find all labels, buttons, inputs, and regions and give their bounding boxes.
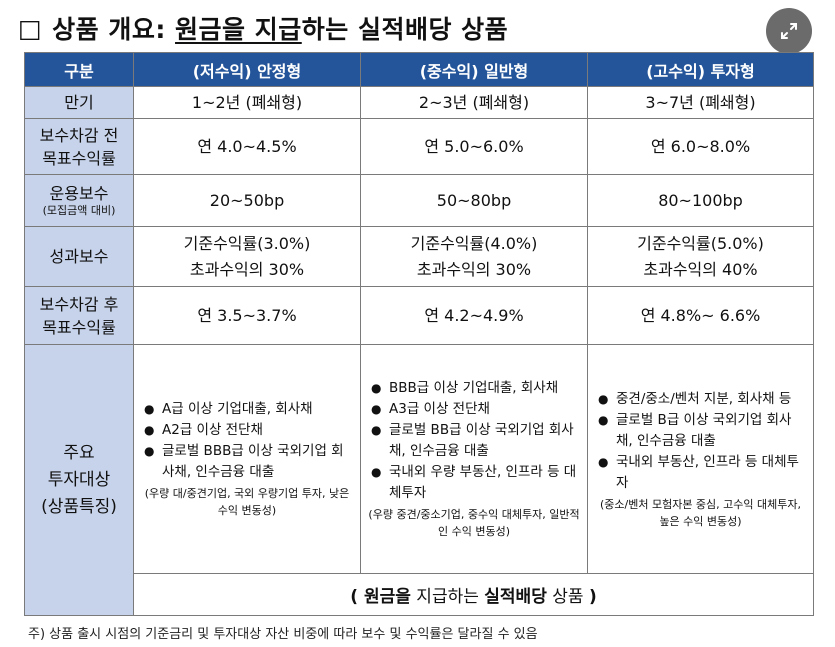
footnote: 주) 상품 출시 시점의 기준금리 및 투자대상 자산 비중에 따라 보수 및 … [28, 627, 538, 642]
investment-list-general: BBB급 이상 기업대출, 회사채 A3급 이상 전단채 글로벌 BB급 이상 … [367, 378, 581, 504]
list-item: BBB급 이상 기업대출, 회사채 [367, 378, 581, 399]
list-item: A2급 이상 전단채 [140, 420, 354, 441]
bottom-bold-1: 원금을 [363, 587, 411, 607]
cell-mgmt-fee-investment: 80~100bp [587, 174, 814, 227]
cell-post-fee-investment: 연 4.8%~ 6.6% [587, 286, 814, 345]
header-stable: (저수익) 안정형 [133, 52, 361, 87]
cell-maturity-stable: 1~2년 (폐쇄형) [133, 86, 361, 119]
perf-fee-investment-line1: 기준수익률(5.0%) [637, 233, 764, 253]
perf-fee-investment-line2: 초과수익의 40% [643, 259, 758, 279]
list-item: 글로벌 BB급 이상 국외기업 회사채, 인수금융 대출 [367, 420, 581, 462]
bottom-close: ) [588, 587, 597, 607]
cell-perf-fee-investment: 기준수익률(5.0%) 초과수익의 40% [587, 226, 814, 287]
cell-pre-fee-investment: 연 6.0~8.0% [587, 118, 814, 175]
cell-perf-fee-stable: 기준수익률(3.0%) 초과수익의 30% [133, 226, 361, 287]
list-item: 글로벌 B급 이상 국외기업 회사채, 인수금융 대출 [594, 410, 807, 452]
investment-note-investment: (중소/벤처 모험자본 중심, 고수익 대체투자, 높은 수익 변동성) [599, 497, 802, 528]
row-post-fee: 보수차감 후 목표수익률 연 3.5~3.7% 연 4.2~4.9% 연 4.8… [24, 286, 814, 345]
bottom-open: ( [350, 587, 364, 607]
bottom-summary: ( 원금을 지급하는 실적배당 상품 ) [133, 573, 814, 616]
list-item: A급 이상 기업대출, 회사채 [140, 399, 354, 420]
investment-list-stable: A급 이상 기업대출, 회사채 A2급 이상 전단채 글로벌 BBB급 이상 국… [140, 399, 354, 483]
label-mgmt-fee-sub: (모집금액 대비) [42, 203, 116, 217]
bottom-text-1: 지급하는 [410, 587, 485, 607]
expand-button[interactable] [766, 8, 812, 54]
investment-list-investment: 중견/중소/벤처 지분, 회사채 등 글로벌 B급 이상 국외기업 회사채, 인… [594, 389, 807, 494]
list-item: 국내외 우량 부동산, 인프라 등 대체투자 [367, 462, 581, 504]
label-investment-line3: (상품특징) [41, 496, 117, 517]
perf-fee-general-line1: 기준수익률(4.0%) [410, 233, 538, 253]
title-suffix: 하는 실적배당 상품 [301, 15, 509, 44]
header-category: 구분 [24, 52, 134, 87]
label-post-fee-line2: 목표수익률 [42, 317, 116, 337]
title-underlined: 원금을 지급 [175, 15, 302, 44]
label-investment-line2: 투자대상 [47, 469, 111, 490]
cell-post-fee-stable: 연 3.5~3.7% [133, 286, 361, 345]
product-overview-table: 구분 (저수익) 안정형 (중수익) 일반형 (고수익) 투자형 만기 1~2년… [24, 52, 814, 616]
row-maturity: 만기 1~2년 (폐쇄형) 2~3년 (폐쇄형) 3~7년 (폐쇄형) [24, 86, 814, 119]
cell-pre-fee-general: 연 5.0~6.0% [360, 118, 588, 175]
cell-mgmt-fee-general: 50~80bp [360, 174, 588, 227]
perf-fee-stable-line1: 기준수익률(3.0%) [183, 233, 311, 253]
header-row: 구분 (저수익) 안정형 (중수익) 일반형 (고수익) 투자형 [24, 52, 814, 87]
title-box-glyph: □ [18, 13, 43, 43]
investment-note-stable: (우량 대/중견기업, 국외 우량기업 투자, 낮은 수익 변동성) [144, 487, 350, 517]
bottom-bold-2: 실적배당 [484, 587, 547, 607]
header-general: (중수익) 일반형 [360, 52, 588, 87]
row-bottom-summary: ( 원금을 지급하는 실적배당 상품 ) [25, 573, 814, 616]
expand-arrows-icon [781, 23, 797, 39]
list-item: 중견/중소/벤처 지분, 회사채 등 [594, 389, 807, 410]
bottom-text-2: 상품 [546, 587, 589, 607]
cell-pre-fee-stable: 연 4.0~4.5% [133, 118, 361, 175]
label-pre-fee-line2: 목표수익률 [42, 148, 116, 168]
label-post-fee-line1: 보수차감 후 [39, 294, 119, 314]
cell-investment-investment: 중견/중소/벤처 지분, 회사채 등 글로벌 B급 이상 국외기업 회사채, 인… [587, 344, 814, 574]
cell-maturity-investment: 3~7년 (폐쇄형) [587, 86, 814, 119]
row-investment: 주요 투자대상 (상품특징) A급 이상 기업대출, 회사채 A2급 이상 전단… [24, 344, 814, 616]
cell-investment-stable: A급 이상 기업대출, 회사채 A2급 이상 전단채 글로벌 BBB급 이상 국… [133, 344, 361, 574]
cell-mgmt-fee-stable: 20~50bp [133, 174, 361, 227]
row-pre-fee: 보수차감 전 목표수익률 연 4.0~4.5% 연 5.0~6.0% 연 6.0… [24, 118, 814, 175]
label-pre-fee: 보수차감 전 목표수익률 [24, 118, 134, 175]
list-item: 글로벌 BBB급 이상 국외기업 회사채, 인수금융 대출 [140, 441, 354, 483]
page-title: □ 상품 개요: 원금을 지급 하는 실적배당 상품 [18, 10, 508, 46]
label-mgmt-fee-main: 운용보수 [49, 183, 109, 203]
row-perf-fee: 성과보수 기준수익률(3.0%) 초과수익의 30% 기준수익률(4.0%) 초… [24, 226, 814, 287]
row-mgmt-fee: 운용보수 (모집금액 대비) 20~50bp 50~80bp 80~100bp [24, 174, 814, 227]
list-item: 국내외 부동산, 인프라 등 대체투자 [594, 452, 807, 494]
perf-fee-stable-line2: 초과수익의 30% [189, 259, 305, 279]
header-investment: (고수익) 투자형 [587, 52, 814, 87]
label-mgmt-fee: 운용보수 (모집금액 대비) [24, 174, 134, 227]
label-investment-line1: 주요 [63, 442, 95, 463]
cell-perf-fee-general: 기준수익률(4.0%) 초과수익의 30% [360, 226, 588, 287]
cell-investment-general: BBB급 이상 기업대출, 회사채 A3급 이상 전단채 글로벌 BB급 이상 … [360, 344, 588, 574]
label-maturity: 만기 [24, 86, 134, 119]
perf-fee-general-line2: 초과수익의 30% [416, 259, 532, 279]
investment-note-general: (우량 중견/중소기업, 중수익 대체투자, 일반적인 수익 변동성) [368, 508, 580, 538]
label-pre-fee-line1: 보수차감 전 [39, 125, 119, 145]
list-item: A3급 이상 전단채 [367, 399, 581, 420]
title-prefix: 상품 개요: [52, 15, 176, 44]
cell-maturity-general: 2~3년 (폐쇄형) [360, 86, 588, 119]
label-post-fee: 보수차감 후 목표수익률 [24, 286, 134, 345]
label-perf-fee: 성과보수 [24, 226, 134, 287]
cell-post-fee-general: 연 4.2~4.9% [360, 286, 588, 345]
label-investment: 주요 투자대상 (상품특징) [24, 344, 134, 616]
